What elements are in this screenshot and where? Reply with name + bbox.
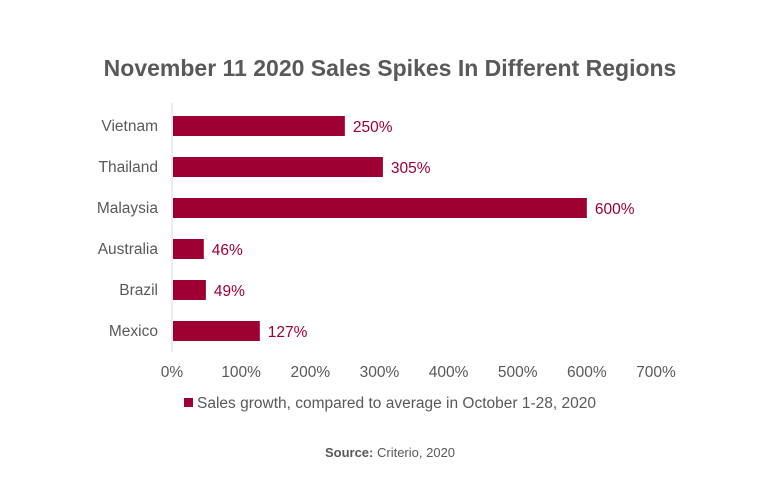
category-label: Thailand xyxy=(99,159,158,176)
x-tick-label: 600% xyxy=(567,364,607,381)
bar-malaysia xyxy=(173,198,587,218)
category-label: Vietnam xyxy=(101,118,158,135)
source-text: Criterio, 2020 xyxy=(373,445,456,460)
chart-title: November 11 2020 Sales Spikes In Differe… xyxy=(103,55,677,81)
x-tick-label: 500% xyxy=(498,364,538,381)
bar-vietnam xyxy=(173,116,345,136)
x-tick-label: 400% xyxy=(429,364,469,381)
legend: Sales growth, compared to average in Oct… xyxy=(0,395,780,413)
bar-brazil xyxy=(173,280,206,300)
bar-australia xyxy=(173,239,204,259)
bar-thailand xyxy=(173,157,383,177)
data-label: 250% xyxy=(353,119,393,136)
data-label: 49% xyxy=(214,283,245,300)
category-label: Mexico xyxy=(109,323,158,340)
legend-swatch xyxy=(184,398,194,407)
data-label: 600% xyxy=(595,201,635,218)
bar-mexico xyxy=(173,321,260,341)
source-note: Source: Criterio, 2020 xyxy=(0,445,780,460)
data-label: 127% xyxy=(268,324,308,341)
x-tick-label: 700% xyxy=(636,364,676,381)
x-tick-label: 200% xyxy=(290,364,330,381)
x-tick-label: 300% xyxy=(360,364,400,381)
x-tick-label: 100% xyxy=(221,364,261,381)
legend-label: Sales growth, compared to average in Oct… xyxy=(197,395,596,412)
category-label: Australia xyxy=(98,241,159,258)
data-label: 305% xyxy=(391,160,431,177)
category-label: Malaysia xyxy=(97,200,159,217)
source-label: Source: xyxy=(324,445,374,460)
category-label: Brazil xyxy=(119,282,158,299)
x-tick-label: 0% xyxy=(161,364,184,381)
data-label: 46% xyxy=(212,242,243,259)
